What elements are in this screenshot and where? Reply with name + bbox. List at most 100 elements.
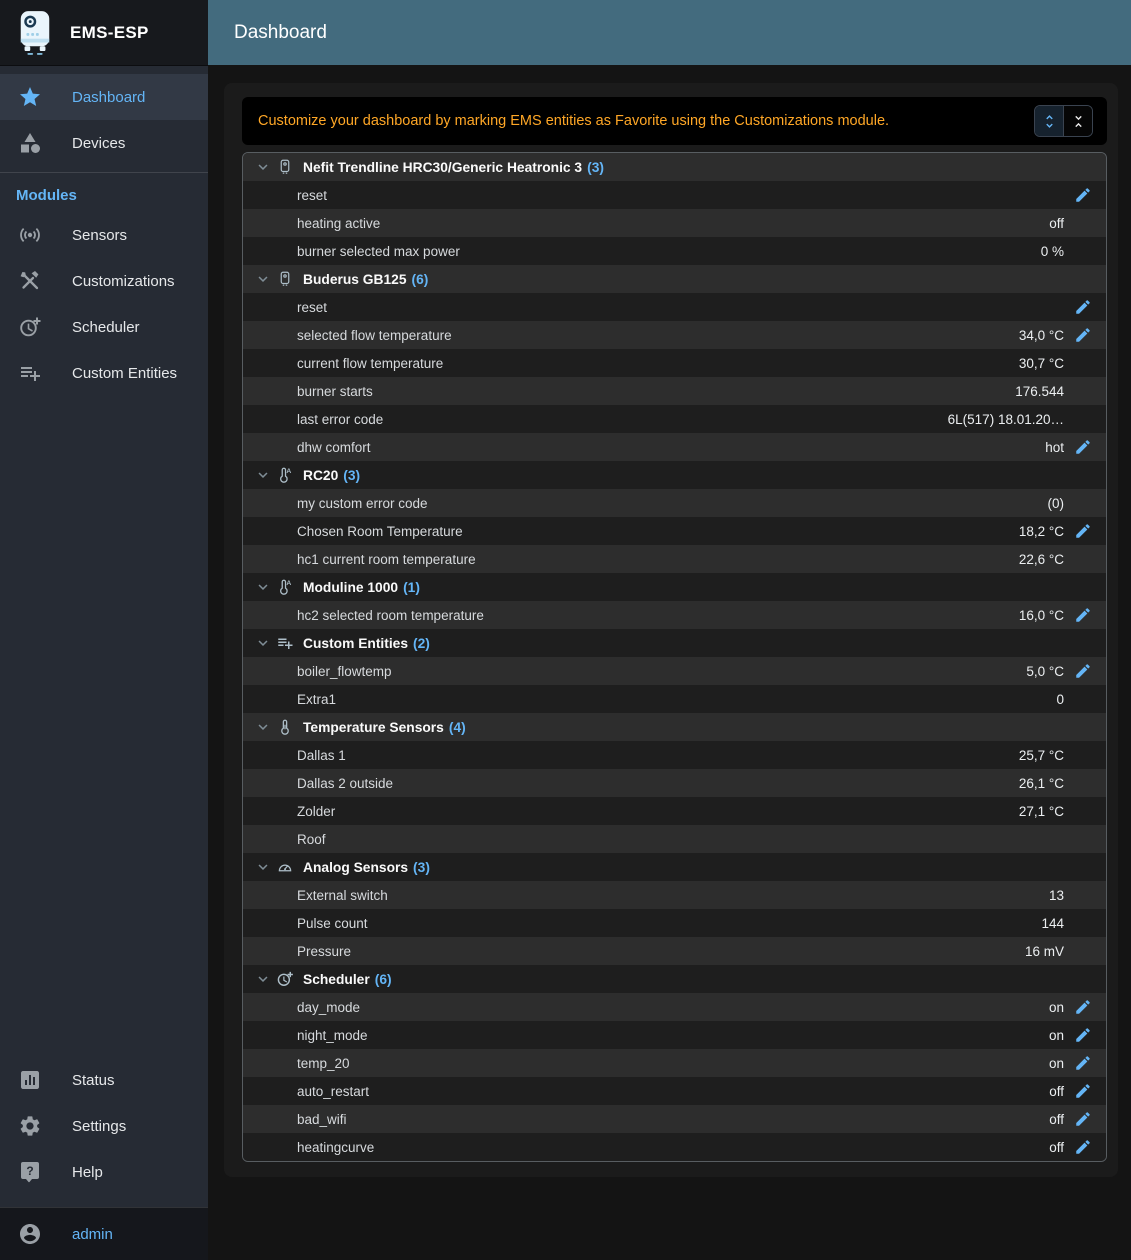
entity-name: Pulse count xyxy=(297,915,368,931)
pencil-icon[interactable] xyxy=(1074,326,1092,344)
sidebar-item-status[interactable]: Status xyxy=(0,1057,208,1103)
chevron-down-icon[interactable] xyxy=(254,578,272,596)
entity-name: burner selected max power xyxy=(297,243,460,259)
entity-row: dhw comfort hot xyxy=(243,433,1106,461)
star-icon xyxy=(18,85,42,109)
unfold-less-icon xyxy=(1070,113,1087,130)
entity-name: burner starts xyxy=(297,383,373,399)
entity-value: off xyxy=(1049,1139,1064,1155)
device-group-row[interactable]: Nefit Trendline HRC30/Generic Heatronic … xyxy=(243,153,1106,181)
gear-icon xyxy=(18,1114,42,1138)
entity-name: bad_wifi xyxy=(297,1111,347,1127)
entity-row: temp_20 on xyxy=(243,1049,1106,1077)
sidebar-item-devices[interactable]: Devices xyxy=(0,120,208,166)
pencil-icon[interactable] xyxy=(1074,298,1092,316)
modules-section-header: Modules xyxy=(16,187,77,204)
sidebar-item-sensors[interactable]: Sensors xyxy=(0,212,208,258)
sidebar-item-help[interactable]: ? Help xyxy=(0,1149,208,1195)
group-count: (3) xyxy=(343,467,361,483)
group-name: Moduline 1000 xyxy=(303,579,399,595)
group-name: Scheduler xyxy=(303,971,370,987)
device-group-row[interactable]: A RC20 (3) xyxy=(243,461,1106,489)
pencil-slot-empty xyxy=(1074,410,1092,428)
device-group-row[interactable]: Buderus GB125 (6) xyxy=(243,265,1106,293)
thermometer-icon xyxy=(276,718,294,736)
entity-value: 16 mV xyxy=(1024,943,1064,959)
chevron-down-icon[interactable] xyxy=(254,270,272,288)
entity-row: selected flow temperature 34,0 °C xyxy=(243,321,1106,349)
entity-row: Pulse count 144 xyxy=(243,909,1106,937)
page-title: Dashboard xyxy=(234,21,327,43)
sidebar-item-customizations[interactable]: Customizations xyxy=(0,258,208,304)
device-group-row[interactable]: Analog Sensors (3) xyxy=(243,853,1106,881)
pencil-icon[interactable] xyxy=(1074,522,1092,540)
collapse-all-button[interactable] xyxy=(1063,106,1092,136)
sidebar-item-label: Settings xyxy=(72,1117,127,1135)
entity-row: my custom error code (0) xyxy=(243,489,1106,517)
thermostat-auto-icon: A xyxy=(276,466,294,484)
pencil-icon[interactable] xyxy=(1074,1082,1092,1100)
sidebar-item-scheduler[interactable]: Scheduler xyxy=(0,304,208,350)
pencil-icon[interactable] xyxy=(1074,186,1092,204)
chevron-down-icon[interactable] xyxy=(254,858,272,876)
pencil-icon[interactable] xyxy=(1074,1026,1092,1044)
unfold-more-icon xyxy=(1041,113,1058,130)
entity-row: Roof xyxy=(243,825,1106,853)
entity-name: reset xyxy=(297,299,328,315)
pencil-slot-empty xyxy=(1074,746,1092,764)
entity-name: Pressure xyxy=(297,943,352,959)
entity-value: 22,6 °C xyxy=(1018,551,1064,567)
notice-text: Customize your dashboard by marking EMS … xyxy=(258,113,890,129)
entity-name: Extra1 xyxy=(297,691,337,707)
entity-value: on xyxy=(1048,1055,1064,1071)
chevron-down-icon[interactable] xyxy=(254,970,272,988)
entity-row: heatingcurve off xyxy=(243,1133,1106,1161)
device-group-row[interactable]: Scheduler (6) xyxy=(243,965,1106,993)
entity-name: Dallas 1 xyxy=(297,747,346,763)
pencil-icon[interactable] xyxy=(1074,606,1092,624)
sidebar-item-custom-entities[interactable]: Custom Entities xyxy=(0,350,208,396)
device-group-row[interactable]: A Moduline 1000 (1) xyxy=(243,573,1106,601)
entity-value: 27,1 °C xyxy=(1018,803,1064,819)
svg-text:?: ? xyxy=(26,1164,33,1178)
boiler-icon xyxy=(276,158,294,176)
chevron-down-icon[interactable] xyxy=(254,634,272,652)
pencil-icon[interactable] xyxy=(1074,1110,1092,1128)
entity-name: Zolder xyxy=(297,803,336,819)
entity-value: 0 xyxy=(1056,691,1064,707)
thermostat-auto-icon: A xyxy=(276,578,294,596)
pencil-icon[interactable] xyxy=(1074,1138,1092,1156)
entity-value: 5,0 °C xyxy=(1026,663,1064,679)
pencil-icon[interactable] xyxy=(1074,438,1092,456)
device-group-row[interactable]: Custom Entities (2) xyxy=(243,629,1106,657)
pencil-icon[interactable] xyxy=(1074,1054,1092,1072)
pencil-slot-empty xyxy=(1074,774,1092,792)
boiler-logo-icon xyxy=(16,9,54,57)
entity-value: 176.544 xyxy=(1015,383,1064,399)
entity-row: bad_wifi off xyxy=(243,1105,1106,1133)
entity-name: temp_20 xyxy=(297,1055,350,1071)
entity-row: auto_restart off xyxy=(243,1077,1106,1105)
chevron-down-icon[interactable] xyxy=(254,158,272,176)
device-group-row[interactable]: Temperature Sensors (4) xyxy=(243,713,1106,741)
help-icon: ? xyxy=(18,1160,42,1184)
entity-name: Roof xyxy=(297,831,326,847)
svg-text:A: A xyxy=(286,468,291,475)
pencil-slot-empty xyxy=(1074,802,1092,820)
pencil-slot-empty xyxy=(1074,550,1092,568)
clock-plus-icon xyxy=(18,315,42,339)
pencil-icon[interactable] xyxy=(1074,662,1092,680)
group-count: (6) xyxy=(374,971,392,987)
sidebar-item-dashboard[interactable]: Dashboard xyxy=(0,74,208,120)
chevron-down-icon[interactable] xyxy=(254,466,272,484)
sidebar-item-admin[interactable]: admin xyxy=(0,1208,208,1260)
pencil-icon[interactable] xyxy=(1074,998,1092,1016)
sidebar-item-settings[interactable]: Settings xyxy=(0,1103,208,1149)
group-count: (3) xyxy=(587,159,604,175)
sidebar-item-label: Devices xyxy=(72,134,126,152)
chevron-down-icon[interactable] xyxy=(254,718,272,736)
entity-name: last error code xyxy=(297,411,384,427)
entity-row: hc1 current room temperature 22,6 °C xyxy=(243,545,1106,573)
devices-icon xyxy=(18,131,42,155)
expand-all-button[interactable] xyxy=(1035,106,1063,136)
